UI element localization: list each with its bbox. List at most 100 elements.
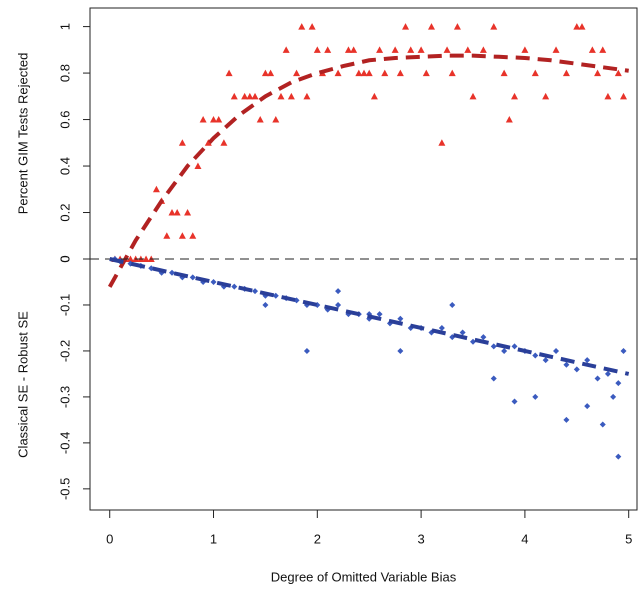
- y-tick-label: 0: [57, 255, 72, 262]
- point: [282, 46, 290, 53]
- x-tick-label: 1: [210, 531, 217, 546]
- point: [204, 139, 212, 146]
- point: [215, 116, 223, 123]
- y-tick-label: 0.2: [57, 203, 72, 221]
- point: [531, 69, 539, 77]
- point: [469, 92, 477, 100]
- point: [449, 301, 456, 308]
- point: [376, 311, 383, 318]
- point: [298, 23, 306, 30]
- y-tick-label: -0.2: [57, 340, 72, 362]
- point: [578, 23, 586, 30]
- point: [459, 329, 466, 336]
- point: [261, 69, 269, 77]
- point: [615, 380, 622, 387]
- point: [532, 352, 539, 359]
- point: [599, 46, 607, 53]
- point: [262, 301, 269, 308]
- fit-line: [109, 257, 630, 376]
- point: [563, 361, 570, 368]
- point: [189, 232, 197, 239]
- x-tick-label: 4: [521, 531, 528, 546]
- point: [350, 46, 358, 53]
- point: [443, 46, 451, 53]
- point: [256, 116, 264, 123]
- y-tick-label: -0.3: [57, 386, 72, 408]
- point: [397, 315, 404, 322]
- point: [615, 453, 622, 460]
- x-tick-label: 2: [314, 531, 321, 546]
- point: [480, 334, 487, 341]
- point: [584, 403, 591, 410]
- point: [381, 69, 389, 77]
- point: [417, 46, 425, 53]
- point: [470, 338, 477, 345]
- point: [272, 116, 280, 123]
- point: [163, 232, 171, 239]
- point: [303, 92, 311, 100]
- point: [500, 69, 508, 77]
- point: [490, 23, 498, 30]
- y-tick-label: 0.4: [57, 157, 72, 175]
- point: [391, 46, 399, 53]
- point: [542, 92, 550, 100]
- y-tick-label: -0.1: [57, 294, 72, 316]
- point: [464, 46, 472, 53]
- point: [402, 23, 410, 30]
- point: [542, 357, 549, 364]
- point: [376, 46, 384, 53]
- point: [490, 375, 497, 382]
- y-axis-label: Classical SE - Robust SE: [15, 311, 30, 458]
- point: [511, 92, 519, 100]
- y-axis-label: Percent GIM Tests Rejected: [15, 53, 30, 215]
- point: [552, 46, 560, 53]
- point: [563, 416, 570, 423]
- point: [573, 366, 580, 373]
- point: [252, 288, 259, 295]
- point: [241, 92, 249, 100]
- point: [438, 324, 445, 331]
- point: [194, 162, 202, 170]
- point: [511, 398, 518, 405]
- point: [448, 69, 456, 77]
- point: [184, 209, 192, 216]
- x-tick-label: 5: [625, 531, 632, 546]
- point: [277, 92, 285, 100]
- point: [142, 255, 150, 262]
- point: [396, 69, 404, 77]
- point: [594, 375, 601, 382]
- point: [293, 69, 301, 77]
- y-tick-label: 1: [57, 23, 72, 30]
- point: [230, 92, 238, 100]
- point: [438, 139, 446, 146]
- point: [614, 69, 622, 77]
- point: [594, 69, 602, 77]
- x-tick-label: 3: [417, 531, 424, 546]
- point: [152, 185, 160, 193]
- point: [324, 46, 332, 53]
- point: [532, 393, 539, 400]
- point: [427, 23, 435, 30]
- point: [335, 301, 342, 308]
- point: [251, 92, 259, 100]
- point: [178, 139, 186, 146]
- point: [370, 92, 378, 100]
- point: [521, 46, 529, 53]
- x-axis-label: Degree of Omitted Variable Bias: [271, 569, 457, 584]
- x-tick-label: 0: [106, 531, 113, 546]
- point: [610, 393, 617, 400]
- point: [335, 288, 342, 295]
- y-tick-label: 0.8: [57, 64, 72, 82]
- point: [210, 278, 217, 285]
- point: [199, 116, 207, 123]
- point: [334, 69, 342, 77]
- point: [479, 46, 487, 53]
- point: [225, 69, 233, 77]
- point: [501, 347, 508, 354]
- point: [490, 343, 497, 350]
- point: [126, 255, 134, 262]
- point: [287, 92, 295, 100]
- point: [178, 232, 186, 239]
- point: [168, 209, 176, 216]
- point: [584, 357, 591, 364]
